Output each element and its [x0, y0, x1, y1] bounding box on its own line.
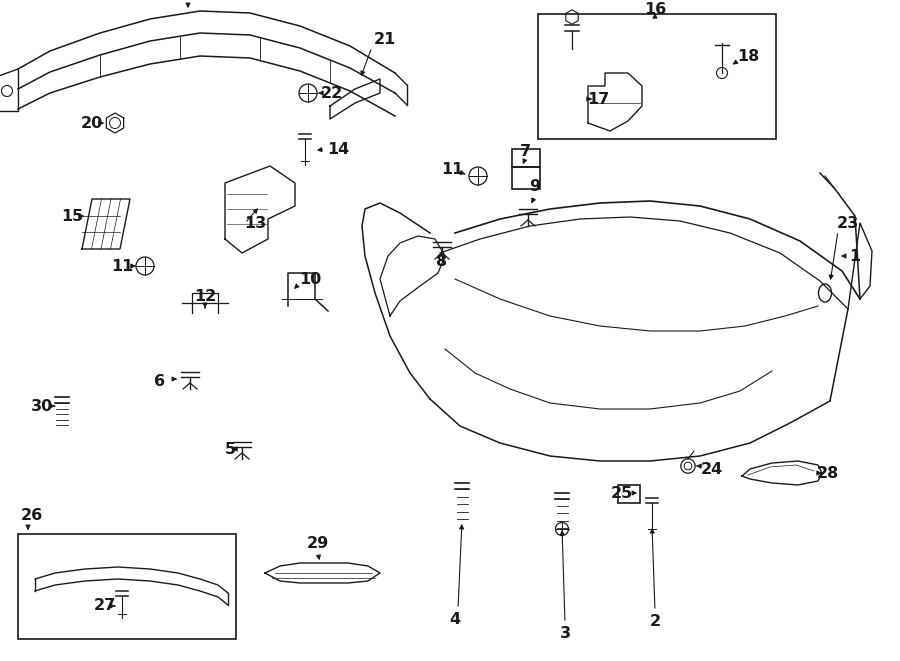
Text: 27: 27 — [94, 598, 116, 613]
Text: 20: 20 — [81, 116, 104, 130]
Text: 15: 15 — [61, 208, 83, 223]
Text: 8: 8 — [436, 254, 447, 268]
Text: 6: 6 — [155, 373, 166, 389]
Text: 18: 18 — [737, 48, 759, 63]
Text: 10: 10 — [299, 272, 321, 286]
Text: 17: 17 — [587, 91, 609, 106]
Bar — [618, 485, 640, 503]
Text: 25: 25 — [611, 485, 633, 500]
Text: 24: 24 — [701, 461, 723, 477]
Text: 4: 4 — [449, 611, 461, 627]
Bar — [512, 167, 540, 189]
Text: 28: 28 — [817, 465, 839, 481]
Bar — [512, 149, 540, 167]
Bar — [18, 534, 236, 639]
Text: 22: 22 — [321, 85, 343, 100]
Text: 1: 1 — [850, 249, 860, 264]
Bar — [538, 14, 776, 139]
Text: 7: 7 — [519, 143, 531, 159]
Text: 5: 5 — [224, 442, 236, 457]
Text: 11: 11 — [441, 161, 464, 176]
Text: 12: 12 — [194, 288, 216, 303]
Text: 13: 13 — [244, 215, 266, 231]
Text: 3: 3 — [560, 625, 571, 641]
Text: 14: 14 — [327, 141, 349, 157]
Text: 11: 11 — [111, 258, 133, 274]
Text: 23: 23 — [837, 215, 859, 231]
Text: 29: 29 — [307, 535, 329, 551]
Text: 26: 26 — [21, 508, 43, 524]
Text: 30: 30 — [31, 399, 53, 414]
Text: 16: 16 — [644, 1, 666, 17]
Text: 2: 2 — [650, 613, 661, 629]
Text: 21: 21 — [374, 32, 396, 46]
Text: 9: 9 — [529, 178, 541, 194]
